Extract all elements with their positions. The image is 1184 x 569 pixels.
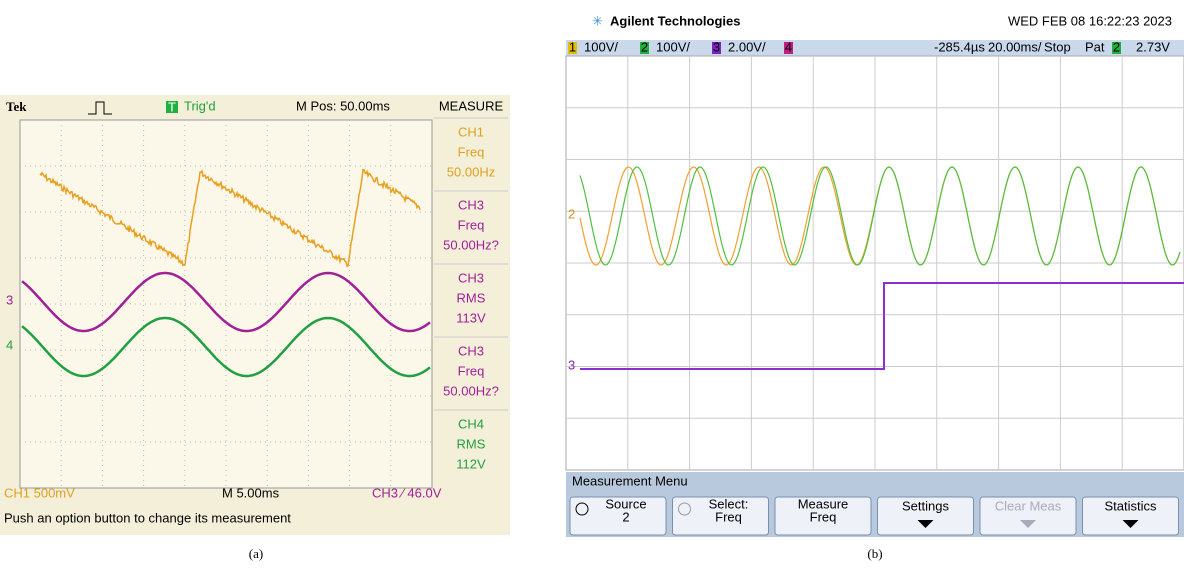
run-state: Stop [1044,39,1071,54]
marker-2: 2 [568,206,575,221]
marker-4: 4 [6,337,13,352]
channel-number: 4 [785,39,792,54]
measure-channel: CH3 [458,343,484,358]
measure-type: Freq [458,217,485,232]
softkey-label: Freq [715,509,742,524]
logo: ✳ [592,13,603,28]
delay: -285.4µs [934,39,985,54]
trigger-level: 2.73V [1136,39,1170,54]
datetime: WED FEB 08 16:22:23 2023 [1008,13,1172,28]
softkey-label: 2 [622,509,629,524]
channel-number: 2 [641,39,648,54]
figure: Tek T Trig'd M Pos: 50.00ms MEASURE CH1 F… [0,0,1184,569]
measure-value: 113V [456,310,486,325]
measure-value: 50.00Hz? [443,237,499,252]
measure-value: 112V [456,456,486,471]
menu-title: MEASURE [439,98,504,113]
measure-channel: CH3 [458,270,484,285]
measure-value: 50.00Hz? [443,383,499,398]
trig-status: Trig'd [184,98,216,113]
softkey-label: Clear Meas [995,498,1062,513]
softkey-label: Settings [902,498,949,513]
measure-channel: CH1 [458,124,484,139]
ch1-scale: CH1 500mV [4,485,75,500]
channel-scale: 100V/ [656,39,690,54]
brand: Agilent Technologies [610,13,741,28]
menu-title: Measurement Menu [572,473,688,488]
trig-icon: T [168,99,176,114]
channel-scale: 2.00V/ [728,39,766,54]
caption: (a) [249,546,263,561]
measure-channel: CH3 [458,197,484,212]
measure-type: Freq [458,363,485,378]
channel-number: 1 [569,39,576,54]
measure-type: RMS [457,290,486,305]
marker-3: 3 [6,292,13,307]
trig-channel: 2 [1113,39,1120,54]
measure-value: 50.00Hz [447,164,495,179]
timebase: M 5.00ms [222,485,280,500]
help-text: Push an option button to change its meas… [4,510,291,525]
measure-type: RMS [457,436,486,451]
measure-type: Freq [458,144,485,159]
time-scale: 20.00ms/ [988,39,1042,54]
softkey-label: Statistics [1104,498,1157,513]
brand: Tek [6,99,27,114]
channel-scale: 100V/ [584,39,618,54]
page: Tek T Trig'd M Pos: 50.00ms MEASURE CH1 F… [0,0,1184,569]
caption: (b) [867,546,882,561]
trigger-setting: CH3 ⁄ 46.0V [372,485,442,500]
channel-number: 3 [713,39,720,54]
m-pos: M Pos: 50.00ms [296,98,390,113]
softkey-label: Freq [810,509,837,524]
marker-3: 3 [568,357,575,372]
measure-channel: CH4 [458,416,484,431]
trigger-mode: Pat [1085,39,1105,54]
